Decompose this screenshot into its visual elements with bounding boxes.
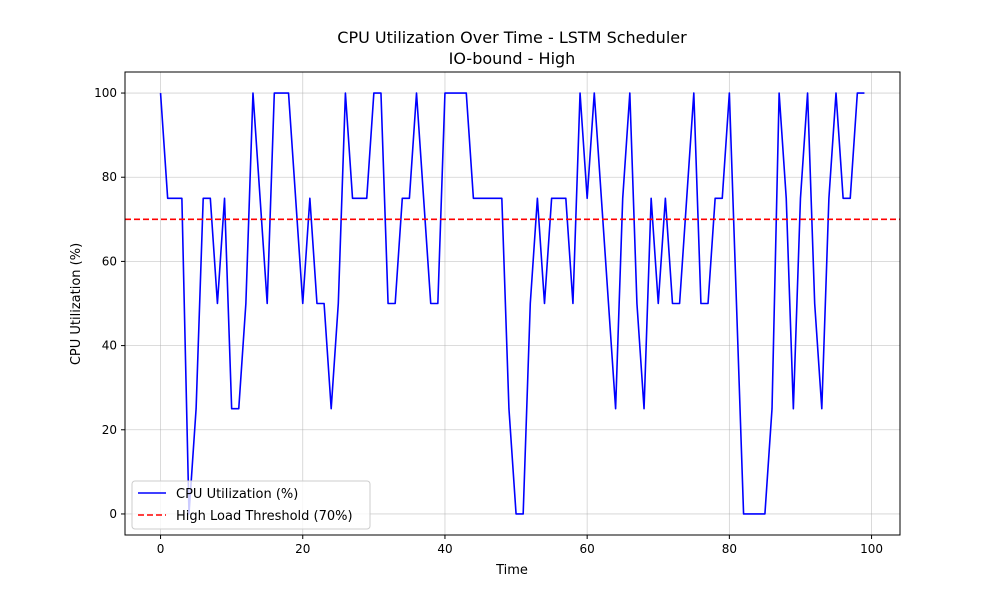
- chart-subtitle: IO-bound - High: [449, 49, 576, 68]
- series-layer: [125, 92, 900, 515]
- legend-label-threshold: High Load Threshold (70%): [176, 509, 353, 524]
- x-tick-label: 100: [860, 542, 883, 556]
- x-axis-ticks: 0 20 40 60 80 100: [157, 535, 883, 556]
- chart-title: CPU Utilization Over Time - LSTM Schedul…: [337, 28, 687, 47]
- y-tick-label: 20: [102, 423, 117, 437]
- x-axis-label: Time: [495, 563, 528, 578]
- x-tick-label: 60: [580, 542, 595, 556]
- x-tick-label: 80: [722, 542, 737, 556]
- y-tick-label: 40: [102, 339, 117, 353]
- x-tick-label: 20: [295, 542, 310, 556]
- y-tick-label: 80: [102, 170, 117, 184]
- grid: [125, 72, 900, 535]
- plot-area: [124, 71, 901, 536]
- y-tick-label: 60: [102, 254, 117, 268]
- y-tick-label: 0: [109, 507, 117, 521]
- legend-label-cpu-utilization: CPU Utilization (%): [176, 487, 298, 502]
- series-line-cpu-utilization: [159, 92, 865, 515]
- legend-box: [131, 480, 371, 530]
- y-axis-ticks: 0 20 40 60 80 100: [94, 86, 125, 521]
- x-tick-label: 0: [157, 542, 165, 556]
- x-tick-label: 40: [437, 542, 452, 556]
- y-tick-label: 100: [94, 86, 117, 100]
- legend: CPU Utilization (%) High Load Threshold …: [131, 480, 371, 530]
- y-axis-label: CPU Utilization (%): [69, 243, 84, 365]
